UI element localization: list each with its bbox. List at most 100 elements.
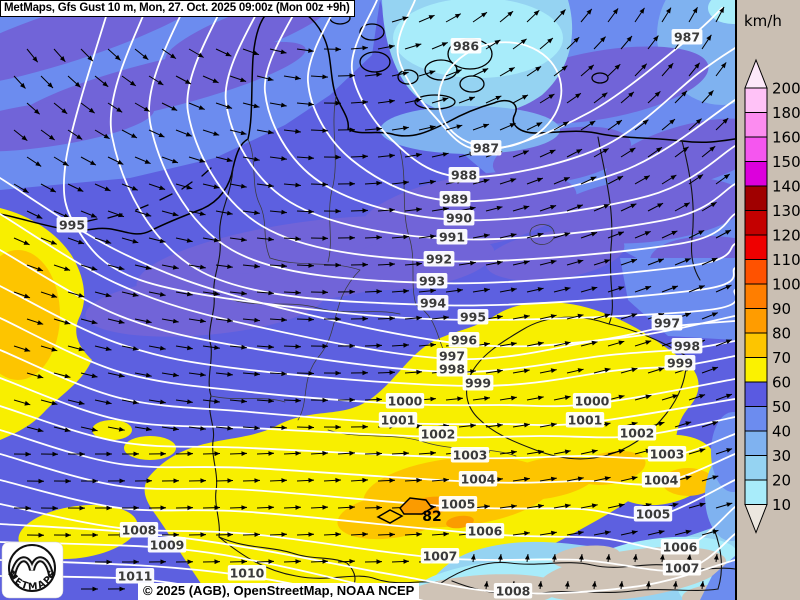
legend-tick-label: 40	[772, 423, 791, 441]
peak-gust-marker: 82	[376, 497, 442, 525]
isobar-label: 1009	[147, 537, 187, 553]
svg-text:1003: 1003	[453, 448, 488, 463]
gust-map-svg: 9869879879889899909919929939949959959969…	[0, 0, 735, 600]
isobar-label: 1000	[385, 393, 425, 409]
legend-color-bar: 200 180 160 150 140 130 120 110 100 90 80 70 60 50 40 3…	[744, 58, 800, 534]
isobar-label: 996	[448, 332, 480, 348]
legend-arrow-top	[744, 58, 768, 89]
legend-swatch	[744, 87, 768, 113]
legend-swatch	[744, 308, 768, 334]
svg-text:995: 995	[59, 218, 85, 233]
legend-scale: 200 180 160 150 140 130 120 110 100 90 80 70 60 50 40 3…	[744, 58, 800, 534]
legend-tick-label: 90	[772, 300, 791, 318]
svg-text:1000: 1000	[388, 394, 423, 409]
svg-text:991: 991	[439, 230, 465, 245]
isobar-label: 1005	[633, 506, 673, 522]
isobar-label: 997	[651, 315, 683, 331]
svg-text:1002: 1002	[421, 427, 456, 442]
state-borders	[210, 95, 555, 457]
svg-text:1001: 1001	[381, 413, 416, 428]
isobar-label: 1001	[565, 412, 605, 428]
svg-text:1004: 1004	[644, 473, 679, 488]
legend-swatch	[744, 381, 768, 407]
isobar-label: 1008	[119, 522, 159, 538]
legend-tick-label: 160	[772, 129, 800, 147]
legend-swatch	[744, 161, 768, 187]
svg-text:996: 996	[451, 333, 477, 348]
legend-tick-label: 60	[772, 374, 791, 392]
svg-text:82: 82	[422, 509, 441, 525]
isobar-label: 995	[457, 309, 489, 325]
isobar-label: 987	[470, 140, 502, 156]
legend-tick-label: 180	[772, 104, 800, 122]
svg-text:993: 993	[419, 274, 445, 289]
gust-regions	[0, 0, 735, 600]
attribution: © 2025 (AGB), OpenStreetMap, NOAA NCEP	[138, 583, 420, 600]
svg-text:1005: 1005	[441, 497, 476, 512]
svg-text:998: 998	[439, 362, 465, 377]
legend-unit-label: km/h	[744, 12, 782, 30]
isobar-label: 992	[423, 251, 455, 267]
svg-text:995: 995	[460, 310, 486, 325]
isobar-label: 988	[448, 167, 480, 183]
isobar-label: 1011	[115, 568, 155, 584]
isobar-label: 994	[417, 295, 449, 311]
legend-swatch	[744, 259, 768, 285]
legend-tick-label: 10	[772, 496, 791, 514]
isobar-label: 1002	[418, 426, 458, 442]
svg-text:997: 997	[654, 316, 680, 331]
svg-text:1008: 1008	[122, 523, 157, 538]
legend-tick-label: 130	[772, 202, 800, 220]
metmaps-logo: METMAPS	[1, 541, 64, 599]
svg-text:1003: 1003	[650, 447, 685, 462]
legend-tick-label: 110	[772, 251, 800, 269]
legend-swatch	[744, 112, 768, 138]
legend-swatch	[744, 332, 768, 358]
legend-swatch	[744, 406, 768, 432]
isobar-label: 1003	[647, 446, 687, 462]
svg-text:998: 998	[674, 339, 700, 354]
svg-text:1006: 1006	[468, 524, 503, 539]
legend-swatch	[744, 479, 768, 505]
isobar-label: 997	[436, 348, 468, 364]
isobar-label: 1004	[458, 471, 498, 487]
legend-tick-label: 150	[772, 153, 800, 171]
legend-tick-label: 140	[772, 178, 800, 196]
legend-panel: 200 180 160 150 140 130 120 110 100 90 80 70 60 50 40 3…	[735, 0, 800, 600]
svg-text:987: 987	[473, 141, 499, 156]
isobar-label: 1004	[641, 472, 681, 488]
svg-text:986: 986	[453, 39, 479, 54]
isobar-label: 998	[436, 361, 468, 377]
isobar-label: 1006	[660, 539, 700, 555]
legend-swatch	[744, 234, 768, 260]
svg-text:994: 994	[420, 296, 446, 311]
svg-text:1007: 1007	[665, 561, 700, 576]
isobar-label: 1008	[493, 583, 533, 599]
legend-swatch	[744, 357, 768, 383]
svg-text:1008: 1008	[496, 584, 531, 599]
isobar-label: 1005	[438, 496, 478, 512]
isobar-label: 1007	[420, 548, 460, 564]
isobar-label: 1002	[617, 425, 657, 441]
svg-text:1002: 1002	[620, 426, 655, 441]
isobar-label: 999	[664, 355, 696, 371]
legend-tick-label: 50	[772, 398, 791, 416]
svg-text:989: 989	[442, 192, 468, 207]
map-canvas: 986 987 987 988 989 990 991 992 993 994 995 995 996 9…	[0, 0, 735, 600]
legend-arrow-bottom	[744, 504, 768, 534]
isobar-label: 1010	[227, 565, 267, 581]
svg-text:988: 988	[451, 168, 477, 183]
isobar-label: 1007	[662, 560, 702, 576]
isobar-label: 991	[436, 229, 468, 245]
isobar-label: 987	[671, 29, 703, 45]
legend-tick-label: 20	[772, 472, 791, 490]
isobar-label: 993	[416, 273, 448, 289]
svg-text:990: 990	[446, 211, 472, 226]
svg-text:1001: 1001	[568, 413, 603, 428]
isobar-label: 998	[671, 338, 703, 354]
isobar-label: 986	[450, 38, 482, 54]
isobar-label: 999	[462, 375, 494, 391]
isobar-labels: 9869879879889899909919929939949959959969…	[56, 29, 703, 599]
legend-swatch	[744, 430, 768, 456]
